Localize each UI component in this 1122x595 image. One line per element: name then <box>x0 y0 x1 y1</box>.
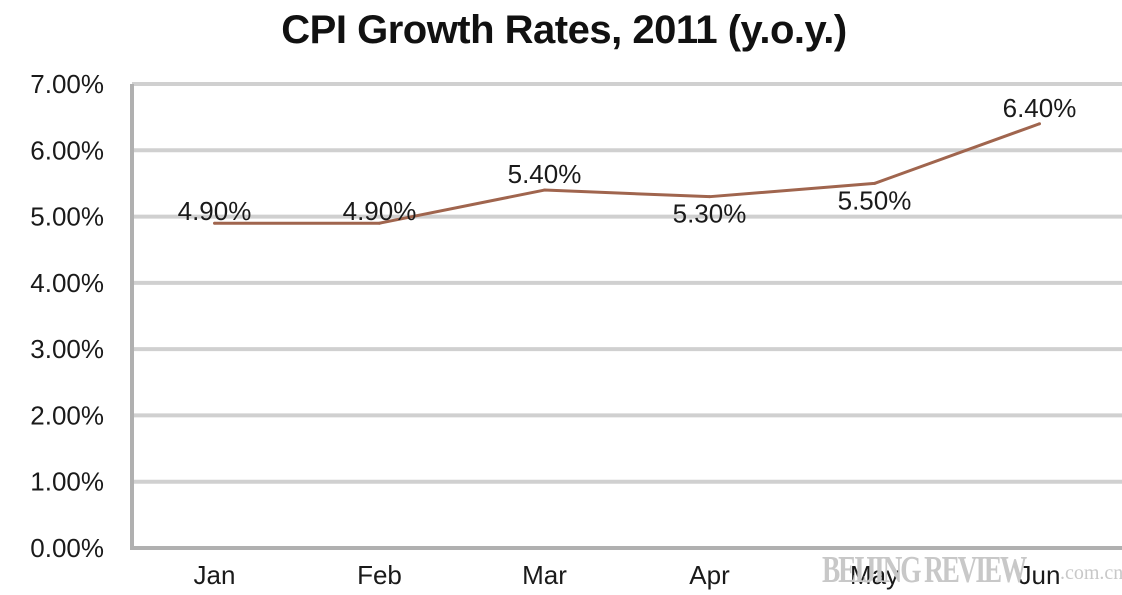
chart-title: CPI Growth Rates, 2011 (y.o.y.) <box>281 8 847 52</box>
x-tick-label: Jun <box>1019 560 1061 590</box>
data-point <box>1038 122 1041 126</box>
y-tick-label: 0.00% <box>30 533 104 563</box>
x-tick-label: Apr <box>689 560 730 590</box>
data-point <box>543 188 546 192</box>
y-axis-tick-labels: 0.00% 1.00% 2.00% 3.00% 4.00% 5.00% 6.00% 7.00% <box>30 69 104 563</box>
data-label: 4.90% <box>178 196 252 226</box>
data-label: 5.40% <box>508 159 582 189</box>
y-tick-label: 7.00% <box>30 69 104 99</box>
y-tick-label: 6.00% <box>30 135 104 165</box>
series-line <box>214 122 1041 225</box>
x-tick-label: Feb <box>357 560 402 590</box>
x-axis-tick-labels: Jan Feb Mar Apr May Jun <box>194 560 1061 590</box>
watermark-logo: BEIJING REVIEW <box>822 549 1027 591</box>
series-lines <box>213 122 1041 225</box>
x-tick-label: May <box>850 560 899 590</box>
y-tick-label: 2.00% <box>30 400 104 430</box>
data-point <box>708 195 711 199</box>
data-label: 4.90% <box>343 196 417 226</box>
x-tick-label: Jan <box>194 560 236 590</box>
y-tick-label: 3.00% <box>30 334 104 364</box>
data-label: 5.50% <box>838 185 912 215</box>
data-point <box>873 181 876 185</box>
data-point <box>213 221 216 225</box>
data-label: 5.30% <box>673 199 747 229</box>
y-tick-label: 5.00% <box>30 202 104 232</box>
watermark: BEIJING REVIEW .com.cn <box>822 548 1122 592</box>
gridlines <box>132 82 1122 484</box>
data-label: 6.40% <box>1003 93 1077 123</box>
x-tick-label: Mar <box>522 560 567 590</box>
y-tick-label: 4.00% <box>30 268 104 298</box>
y-tick-label: 1.00% <box>30 467 104 497</box>
data-labels: 4.90% 4.90% 5.40% 5.30% 5.50% 6.40% <box>178 93 1077 229</box>
axes <box>130 84 1122 550</box>
watermark-domain: .com.cn <box>1060 562 1122 584</box>
data-point <box>378 221 381 225</box>
